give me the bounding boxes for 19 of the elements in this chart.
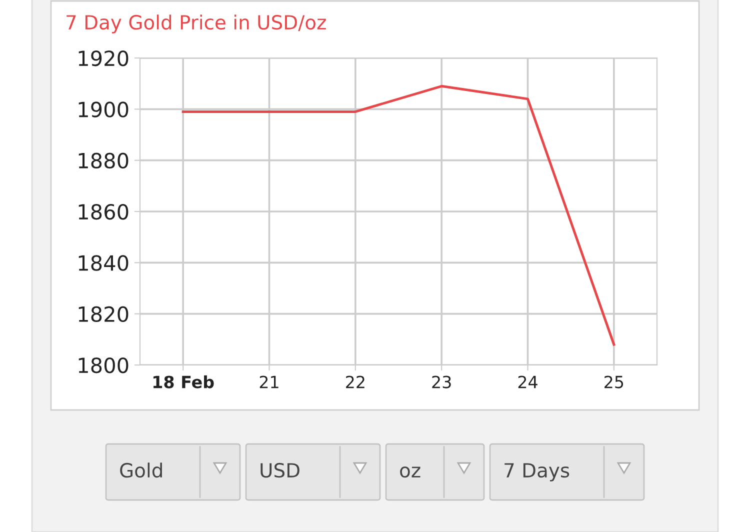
text: Gold bbox=[120, 462, 162, 478]
y-tick-label: 1900 bbox=[78, 102, 128, 118]
x-tick-label: 21 bbox=[260, 376, 278, 388]
y-tick-label: 1860 bbox=[78, 204, 128, 220]
y-tick-label: 1880 bbox=[78, 152, 128, 169]
y-tick-label: 1920 bbox=[78, 50, 128, 66]
x-tick-label: 22 bbox=[346, 376, 364, 388]
y-tick-label: 1800 bbox=[78, 357, 128, 374]
y-tick-label: 1820 bbox=[78, 306, 128, 322]
x-tick-label: 18 Feb bbox=[153, 375, 214, 388]
line-series bbox=[182, 84, 616, 346]
x-tick-label: 24 bbox=[518, 376, 538, 388]
x-tick-label: 25 bbox=[604, 376, 624, 388]
y-tick-label: 1840 bbox=[78, 255, 128, 271]
text: oz bbox=[400, 466, 420, 478]
text: 7 Days bbox=[504, 463, 570, 482]
chart-title: 7 Day Gold Price in USD/oz bbox=[66, 14, 326, 34]
text: USD bbox=[260, 462, 300, 478]
x-tick-label: 23 bbox=[432, 376, 451, 388]
